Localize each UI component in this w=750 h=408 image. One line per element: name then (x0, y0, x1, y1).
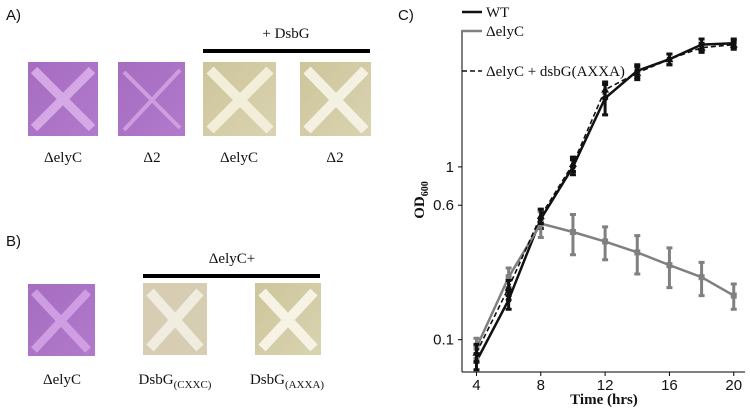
marker (569, 228, 576, 235)
marker (602, 238, 609, 245)
group-header: ΔelyC+ (209, 251, 255, 267)
panel-label: C) (398, 7, 414, 24)
series-line (475, 43, 734, 354)
marker (666, 262, 673, 269)
y-tick-label: 0.6 (433, 197, 454, 214)
x-axis-label: Time (hrs) (570, 392, 638, 408)
y-tick-label: 0.1 (433, 332, 454, 349)
caption-text: DsbG (139, 372, 174, 388)
x-tick-label: 8 (537, 377, 545, 394)
caption: Δ2 (143, 150, 160, 166)
x-tick-label: 4 (472, 377, 480, 394)
marker (504, 283, 513, 291)
legend-label: WT (486, 5, 509, 21)
marker (568, 159, 577, 167)
y-tick-label: 1 (446, 159, 454, 176)
plate-photos (28, 62, 371, 136)
caption-sub: (CXXC) (174, 379, 212, 391)
caption: ΔelyC (220, 150, 258, 166)
marker (729, 40, 738, 48)
caption-sub: (AXXA) (285, 379, 324, 391)
caption: DsbG(CXXC) (139, 372, 212, 391)
panel-label: A) (6, 7, 21, 24)
caption: Δ2 (326, 150, 343, 166)
group-header: + DsbG (262, 26, 309, 42)
marker (601, 85, 610, 93)
y-axis-label: OD600 (412, 181, 431, 219)
y-label-sub: 600 (420, 181, 431, 196)
x-tick-label: 12 (597, 377, 614, 394)
marker (505, 296, 512, 303)
marker (505, 274, 512, 281)
marker (634, 249, 641, 256)
plate-photos (28, 283, 321, 356)
caption: ΔelyC (43, 372, 81, 388)
marker (536, 211, 545, 219)
panel-label: B) (6, 233, 21, 250)
caption-text: DsbG (250, 372, 285, 388)
marker (697, 43, 706, 51)
marker (472, 348, 481, 356)
legend-label: ΔelyC + dsbG(AXXA) (486, 64, 625, 80)
marker (665, 55, 674, 63)
marker (730, 292, 737, 299)
marker (633, 68, 642, 76)
marker (698, 274, 705, 281)
y-label-text: OD (412, 196, 428, 219)
x-tick-label: 16 (661, 377, 678, 394)
caption: DsbG(AXXA) (250, 372, 324, 391)
legend-label: ΔelyC (486, 24, 524, 40)
x-tick-label: 20 (725, 377, 742, 394)
caption: ΔelyC (44, 150, 82, 166)
